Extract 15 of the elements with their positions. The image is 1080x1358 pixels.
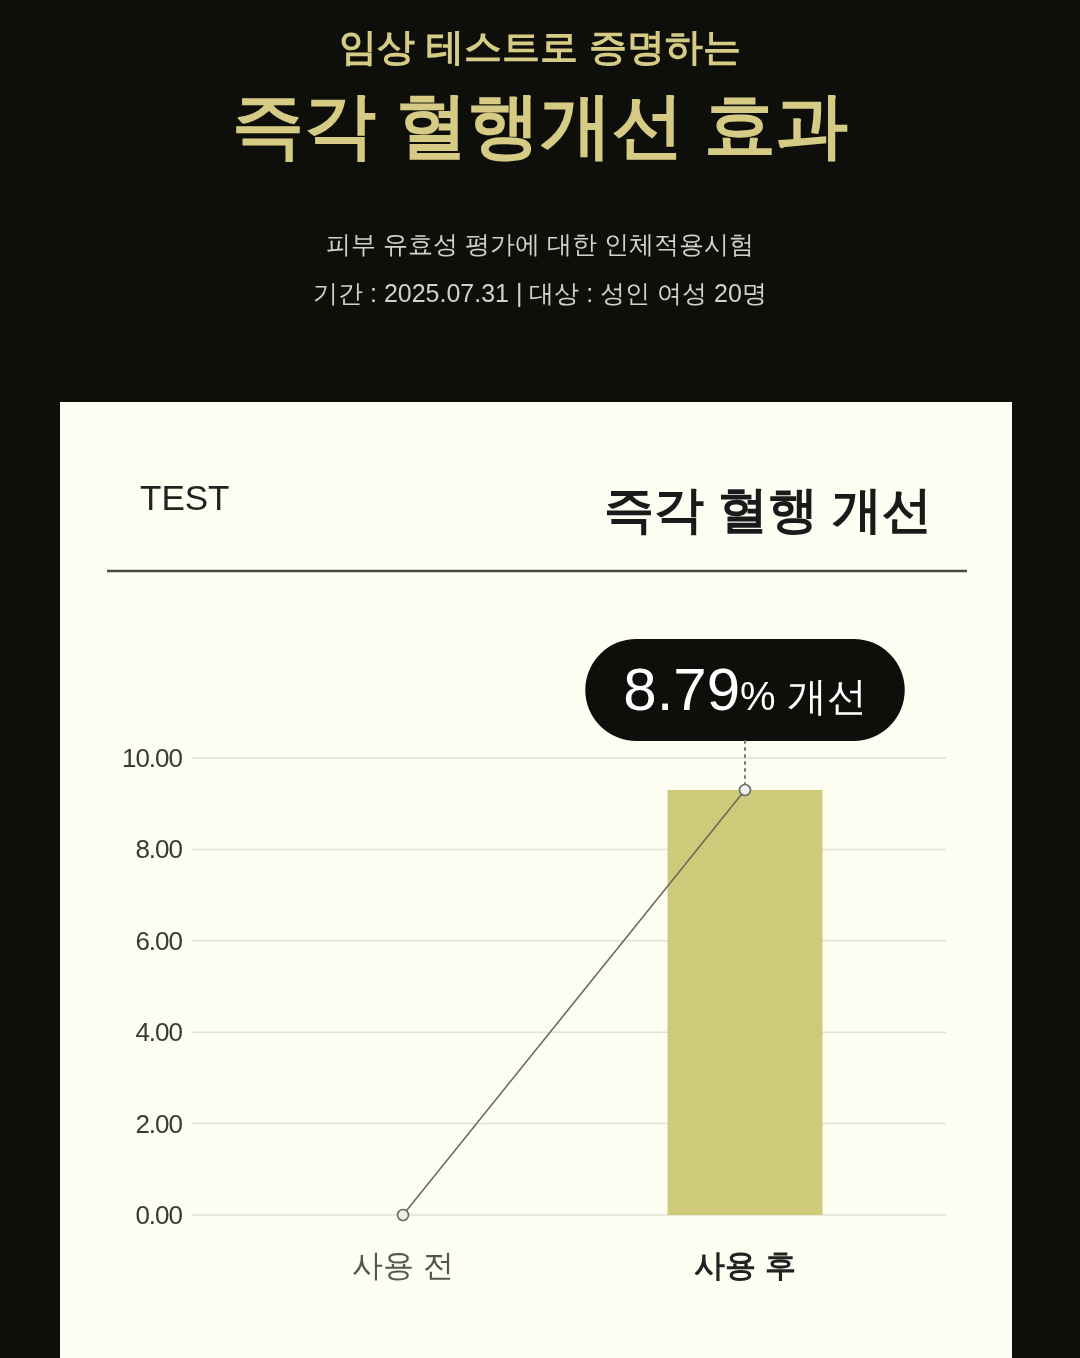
- xtick-label: 사용 후: [694, 1248, 796, 1283]
- annotation: 8.79% 개선: [623, 656, 867, 723]
- xtick-label: 사용 전: [352, 1248, 454, 1283]
- ytick-label: 8.00: [135, 834, 182, 865]
- ytick-label: 2.00: [135, 1108, 182, 1139]
- ytick-label: 4.00: [135, 1017, 182, 1048]
- ytick-label: 6.00: [135, 925, 182, 956]
- annotation: TEST: [140, 478, 230, 517]
- subtitle: 임상 테스트로 증명하는: [339, 26, 741, 68]
- ytick-label: 0.00: [135, 1200, 182, 1230]
- annotation: 피부 유효성 평가에 대한 인체적용시험: [326, 230, 754, 258]
- title: 즉각 혈행개선 효과: [232, 85, 848, 165]
- ytick-label: 10.00: [121, 743, 182, 773]
- annotation: 기간 : 2025.07.31 | 대상 : 성인 여성 20명: [313, 279, 767, 307]
- annotation: 즉각 혈행 개선: [604, 482, 932, 538]
